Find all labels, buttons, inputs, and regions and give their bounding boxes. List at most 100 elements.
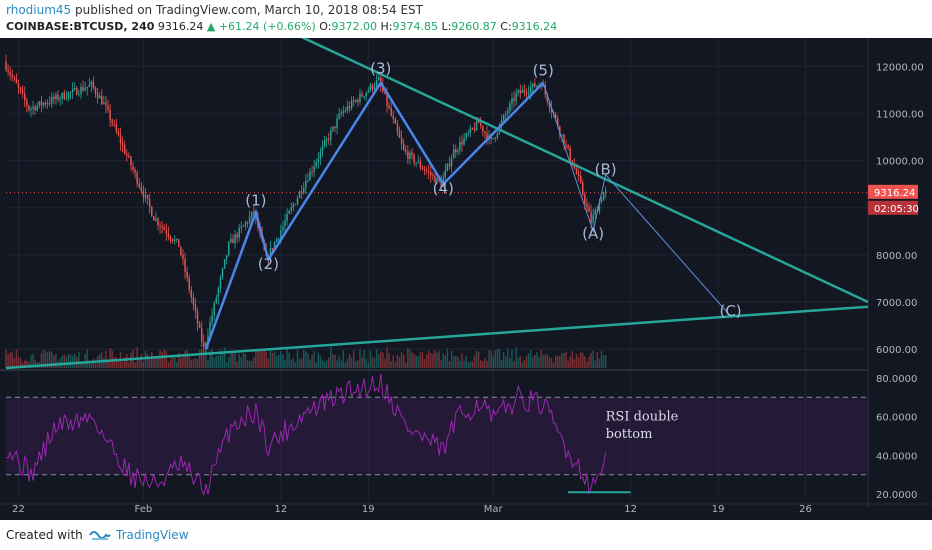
last-price: 9316.24	[157, 20, 204, 33]
volume-bar	[548, 356, 551, 368]
username-link[interactable]: rhodium45	[6, 3, 72, 17]
candle-body	[59, 98, 61, 100]
candle-body	[269, 248, 272, 259]
volume-bar	[427, 350, 430, 368]
candle-body	[563, 134, 565, 145]
volume-bar	[24, 360, 26, 368]
candle-body	[307, 180, 309, 182]
candle-body	[15, 78, 18, 84]
elliott-wave-lines[interactable]	[204, 80, 731, 350]
candle-body	[423, 169, 426, 171]
candle-body	[203, 341, 205, 348]
price-tick-label: 11000.00	[876, 109, 924, 120]
candle-body	[284, 220, 286, 226]
volume-bar	[571, 350, 574, 368]
price-tick-label: 6000.00	[876, 345, 917, 356]
volume-bar	[300, 358, 303, 368]
candle-body	[309, 171, 311, 181]
volume-bar	[90, 362, 93, 368]
trendlines[interactable]	[5, 20, 869, 370]
candle-body	[211, 315, 213, 323]
candle-body	[475, 121, 478, 131]
volume-bar	[269, 350, 272, 368]
candle-body	[244, 222, 247, 226]
volume-bar	[146, 353, 149, 368]
volume-bar	[417, 356, 419, 368]
volume-bar	[467, 362, 469, 368]
volume-bar	[200, 348, 203, 368]
rsi-tick-label: 40.0000	[876, 451, 917, 462]
open-label: O:	[319, 20, 332, 33]
candle-body	[461, 141, 463, 145]
candle-body	[536, 85, 538, 87]
volume-bar	[592, 350, 594, 368]
volume-bar	[121, 362, 124, 368]
candle-body	[7, 69, 9, 72]
volume-bar	[346, 359, 349, 368]
volume-bar	[161, 352, 163, 368]
candle-body	[188, 277, 190, 290]
volume-bar	[402, 354, 405, 368]
time-tick-label: 26	[799, 504, 812, 515]
volume-bar	[373, 357, 376, 368]
volume-bar	[94, 361, 97, 368]
chart-canvas[interactable]: (1) (2) (3) (4) (5) (A) (B) (C) RSI double botto…	[0, 20, 932, 520]
candle-body	[142, 191, 145, 198]
volume-bar	[42, 349, 45, 368]
candle-body	[217, 287, 220, 298]
volume-bar	[400, 351, 403, 368]
rsi-band-fill	[6, 397, 868, 475]
volume-bar	[13, 358, 16, 368]
candle-body	[432, 175, 434, 177]
volume-bar	[355, 361, 357, 368]
candle-body	[182, 254, 184, 260]
volume-bar	[182, 356, 184, 368]
wave-label: (C)	[719, 302, 741, 320]
volume-bar	[554, 355, 557, 368]
volume-bar	[67, 353, 70, 368]
candle-body	[92, 81, 95, 88]
chart-area[interactable]: (1) (2) (3) (4) (5) (A) (B) (C) RSI double botto…	[0, 20, 932, 520]
symbol-name: COINBASE:BTCUSD, 240	[6, 20, 155, 33]
volume-bar	[557, 355, 559, 368]
volume-bar	[5, 349, 7, 368]
tradingview-brand-link[interactable]: TradingView	[116, 528, 189, 542]
candle-body	[76, 87, 78, 95]
candle-body	[359, 93, 361, 103]
volume-bar	[284, 359, 286, 368]
volume-bar	[105, 351, 107, 368]
candle-body	[444, 170, 447, 178]
volume-bar	[138, 359, 140, 368]
volume-bar	[303, 350, 305, 368]
candle-body	[253, 211, 255, 214]
candle-body	[288, 210, 290, 214]
candle-body	[219, 277, 222, 288]
volume-bar	[34, 359, 36, 368]
candle-body	[590, 211, 592, 224]
volume-bar	[575, 353, 578, 368]
candles	[5, 54, 607, 354]
volume-bar	[500, 359, 503, 368]
candle-body	[594, 209, 596, 216]
candle-body	[55, 94, 57, 100]
volume-bar	[602, 355, 605, 368]
candle-body	[579, 175, 582, 183]
publish-info: published on TradingView.com, March 10, …	[75, 3, 424, 17]
volume-bar	[579, 352, 582, 368]
volume-bar	[479, 360, 482, 368]
volume-bar	[288, 352, 290, 368]
volume-bar	[536, 352, 538, 368]
tradingview-logo-icon[interactable]	[88, 527, 112, 543]
volume-bar	[463, 360, 465, 368]
candle-body	[550, 107, 553, 112]
candle-body	[40, 101, 43, 106]
candle-body	[344, 110, 347, 112]
volume-bar	[598, 358, 601, 368]
wave-label: (1)	[245, 191, 266, 209]
candle-body	[161, 226, 163, 228]
volume-bar	[502, 351, 505, 368]
volume-bar	[207, 360, 209, 368]
candle-body	[557, 118, 559, 127]
volume-bar	[250, 360, 253, 368]
candle-body	[525, 92, 528, 94]
